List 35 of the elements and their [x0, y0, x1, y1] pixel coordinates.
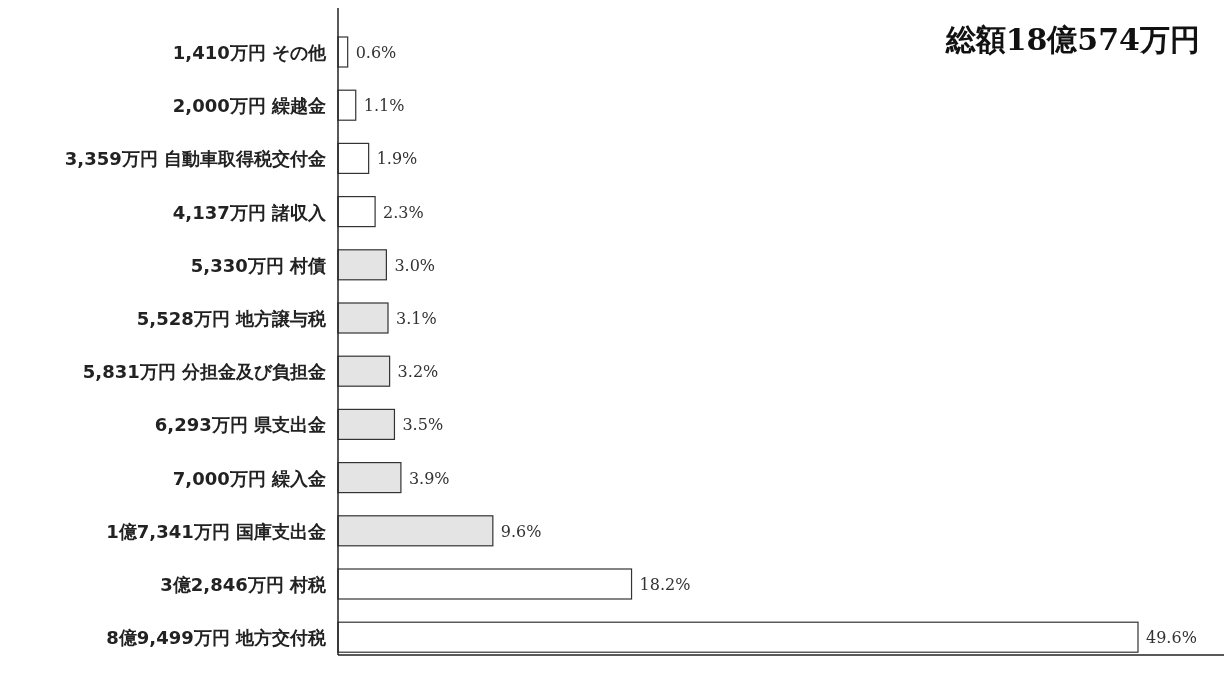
text: 総額18億574万円	[944, 22, 1200, 57]
bar	[337, 249, 387, 281]
y-tick-label: 1,410万円 その他	[172, 42, 327, 63]
y-tick-label: 7,000万円 繰入金	[172, 467, 326, 489]
data-label: 3.1%	[396, 309, 437, 328]
data-label: 18.2%	[639, 575, 691, 594]
data-label: 3.0%	[394, 255, 436, 275]
bar	[337, 196, 376, 228]
y-tick-label: 4,137万円 諸収入	[172, 201, 327, 223]
data-label: 2.3%	[383, 202, 424, 222]
bar	[337, 302, 389, 334]
bar	[337, 462, 402, 494]
bar	[337, 355, 391, 387]
bar	[337, 515, 494, 547]
y-tick-label: 2,000万円 繰越金	[172, 95, 326, 117]
bar	[337, 142, 370, 174]
y-tick-label: 5,831万円 分担金及び負担金	[82, 361, 326, 383]
data-label: 3.2%	[397, 362, 439, 382]
bar	[337, 408, 396, 440]
y-tick-label: 8億9,499万円 地方交付税	[106, 627, 327, 649]
y-tick-label: 3億2,846万円 村税	[160, 574, 327, 595]
data-label: 3.5%	[402, 415, 444, 435]
y-tick-label: 1億7,341万円 国庫支出金	[106, 520, 326, 542]
data-label: 1.1%	[363, 96, 405, 116]
y-tick-label: 5,330万円 村債	[190, 254, 326, 276]
data-label: 1.9%	[376, 149, 418, 169]
y-tick-label: 3,359万円 自動車取得税交付金	[64, 148, 326, 170]
data-label: 49.6%	[1146, 628, 1197, 648]
y-tick-label: 6,293万円 県支出金	[154, 414, 326, 436]
data-label: 3.9%	[408, 468, 450, 488]
data-label: 9.6%	[500, 521, 542, 541]
bar	[337, 568, 633, 600]
y-tick-label: 5,528万円 地方譲与税	[136, 308, 327, 329]
bar	[337, 621, 1139, 653]
data-label: 0.6%	[355, 43, 397, 62]
